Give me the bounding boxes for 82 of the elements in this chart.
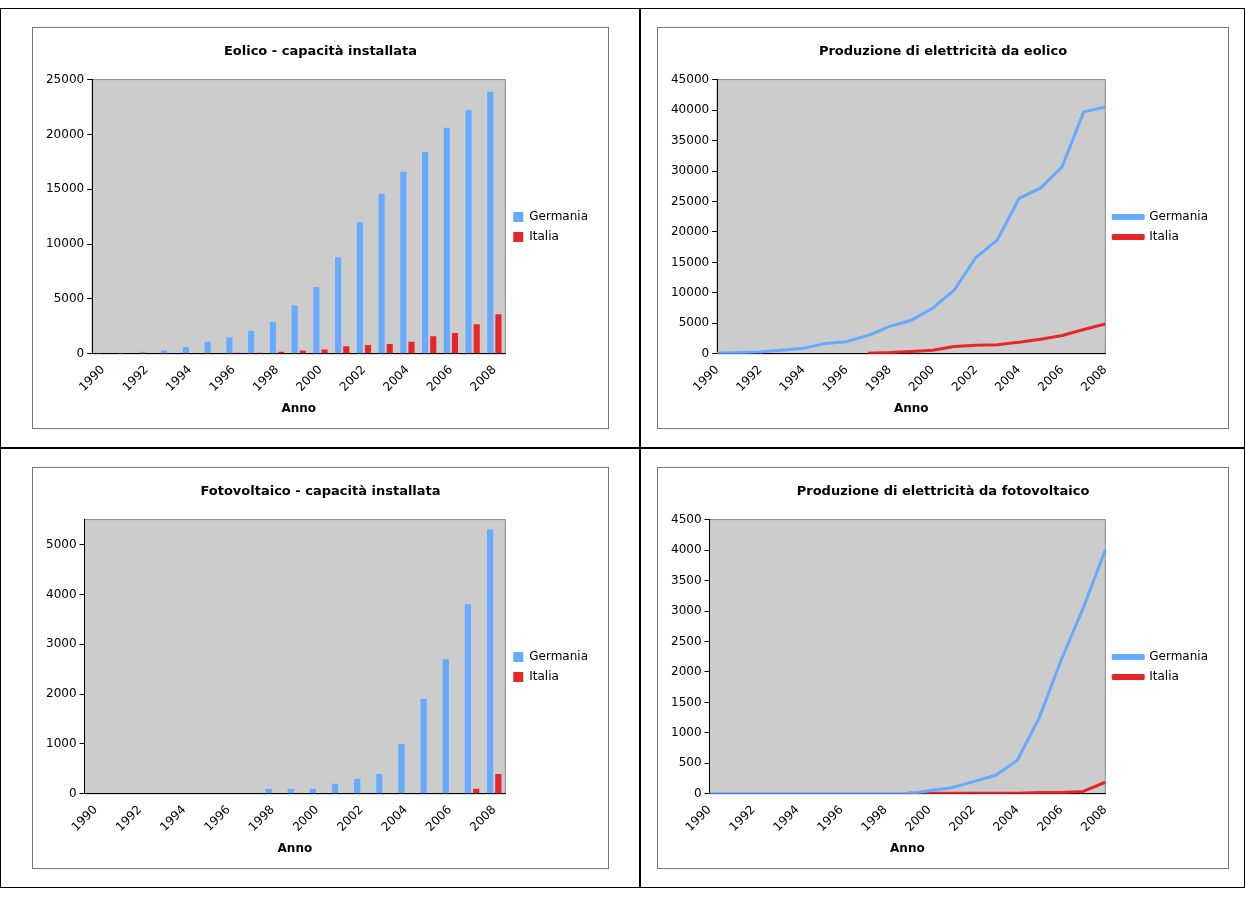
bar bbox=[451, 332, 458, 354]
x-axis-title: Anno bbox=[280, 400, 316, 415]
bar bbox=[397, 743, 405, 794]
legend-label: Germania bbox=[1148, 649, 1208, 664]
x-axis-title: Anno bbox=[277, 840, 312, 855]
bar bbox=[421, 152, 428, 354]
y-tick-label: 25000 bbox=[45, 71, 84, 86]
bar bbox=[407, 341, 415, 354]
y-tick-label: 3000 bbox=[45, 636, 77, 651]
y-tick-label: 1000 bbox=[670, 725, 702, 740]
bar bbox=[419, 699, 427, 794]
y-tick-label: 35000 bbox=[670, 132, 709, 147]
bar bbox=[378, 193, 385, 354]
chart-title: Produzione di elettricità da eolico bbox=[818, 43, 1067, 59]
y-tick-label: 2000 bbox=[670, 664, 702, 679]
bar bbox=[364, 345, 371, 354]
bar bbox=[442, 659, 449, 794]
y-tick-label: 0 bbox=[76, 345, 84, 360]
bar bbox=[247, 330, 254, 354]
y-tick-label: 15000 bbox=[45, 181, 84, 196]
bar bbox=[356, 222, 363, 354]
legend-label: Italia bbox=[1148, 669, 1179, 684]
bar bbox=[204, 341, 211, 354]
chart-title: Produzione di elettricità da fotovoltaico bbox=[796, 483, 1089, 499]
bar bbox=[342, 346, 349, 354]
bar bbox=[353, 778, 360, 794]
legend-label: Italia bbox=[528, 229, 559, 244]
y-tick-label: 0 bbox=[693, 785, 702, 800]
y-tick-label: 1000 bbox=[45, 736, 77, 751]
legend-label: Germania bbox=[528, 649, 588, 664]
y-tick-label: 30000 bbox=[670, 163, 709, 178]
y-tick-label: 20000 bbox=[670, 224, 709, 239]
bar bbox=[399, 171, 406, 354]
y-tick-label: 1500 bbox=[670, 694, 702, 709]
bar bbox=[225, 337, 232, 354]
bar bbox=[331, 783, 338, 794]
y-tick-label: 3500 bbox=[670, 572, 702, 587]
bar bbox=[312, 286, 319, 354]
bar bbox=[320, 349, 328, 354]
chart-title: Fotovoltaico - capacità installata bbox=[199, 483, 441, 499]
y-tick-label: 5000 bbox=[53, 291, 84, 306]
bar bbox=[269, 322, 276, 354]
bar bbox=[429, 336, 436, 354]
y-tick-label: 3000 bbox=[670, 603, 702, 618]
y-tick-label: 2000 bbox=[45, 686, 77, 701]
y-tick-label: 45000 bbox=[670, 71, 709, 86]
y-tick-label: 5000 bbox=[45, 536, 77, 551]
bar bbox=[465, 110, 472, 354]
x-axis-title: Anno bbox=[893, 400, 929, 415]
bar bbox=[291, 305, 298, 354]
y-tick-label: 0 bbox=[701, 345, 709, 360]
bar bbox=[486, 529, 493, 794]
y-tick-label: 4000 bbox=[45, 586, 77, 601]
y-tick-label: 40000 bbox=[670, 102, 709, 117]
y-tick-label: 25000 bbox=[670, 193, 709, 208]
y-tick-label: 10000 bbox=[45, 236, 84, 251]
y-tick-label: 5000 bbox=[678, 315, 709, 330]
y-tick-label: 0 bbox=[68, 785, 77, 800]
bar bbox=[494, 773, 501, 794]
y-tick-label: 20000 bbox=[45, 126, 84, 141]
bar bbox=[264, 788, 272, 794]
legend-label: Germania bbox=[1148, 209, 1208, 224]
y-tick-label: 4000 bbox=[670, 542, 702, 557]
x-axis-title: Anno bbox=[889, 840, 925, 855]
bar bbox=[334, 257, 341, 354]
bar bbox=[443, 127, 450, 354]
bar bbox=[182, 347, 189, 354]
chart-title: Eolico - capacità installata bbox=[223, 43, 417, 59]
bar bbox=[486, 91, 493, 354]
legend-label: Italia bbox=[1148, 229, 1179, 244]
bar bbox=[375, 773, 382, 794]
bar bbox=[464, 604, 471, 794]
legend-label: Italia bbox=[528, 669, 559, 684]
y-tick-label: 15000 bbox=[670, 254, 709, 269]
bar bbox=[386, 343, 393, 354]
y-tick-label: 4500 bbox=[670, 511, 702, 526]
bar bbox=[473, 324, 480, 354]
y-tick-label: 500 bbox=[678, 755, 702, 770]
y-tick-label: 10000 bbox=[670, 285, 709, 300]
bar bbox=[494, 314, 502, 354]
y-tick-label: 2500 bbox=[670, 633, 702, 648]
legend-label: Germania bbox=[528, 209, 588, 224]
